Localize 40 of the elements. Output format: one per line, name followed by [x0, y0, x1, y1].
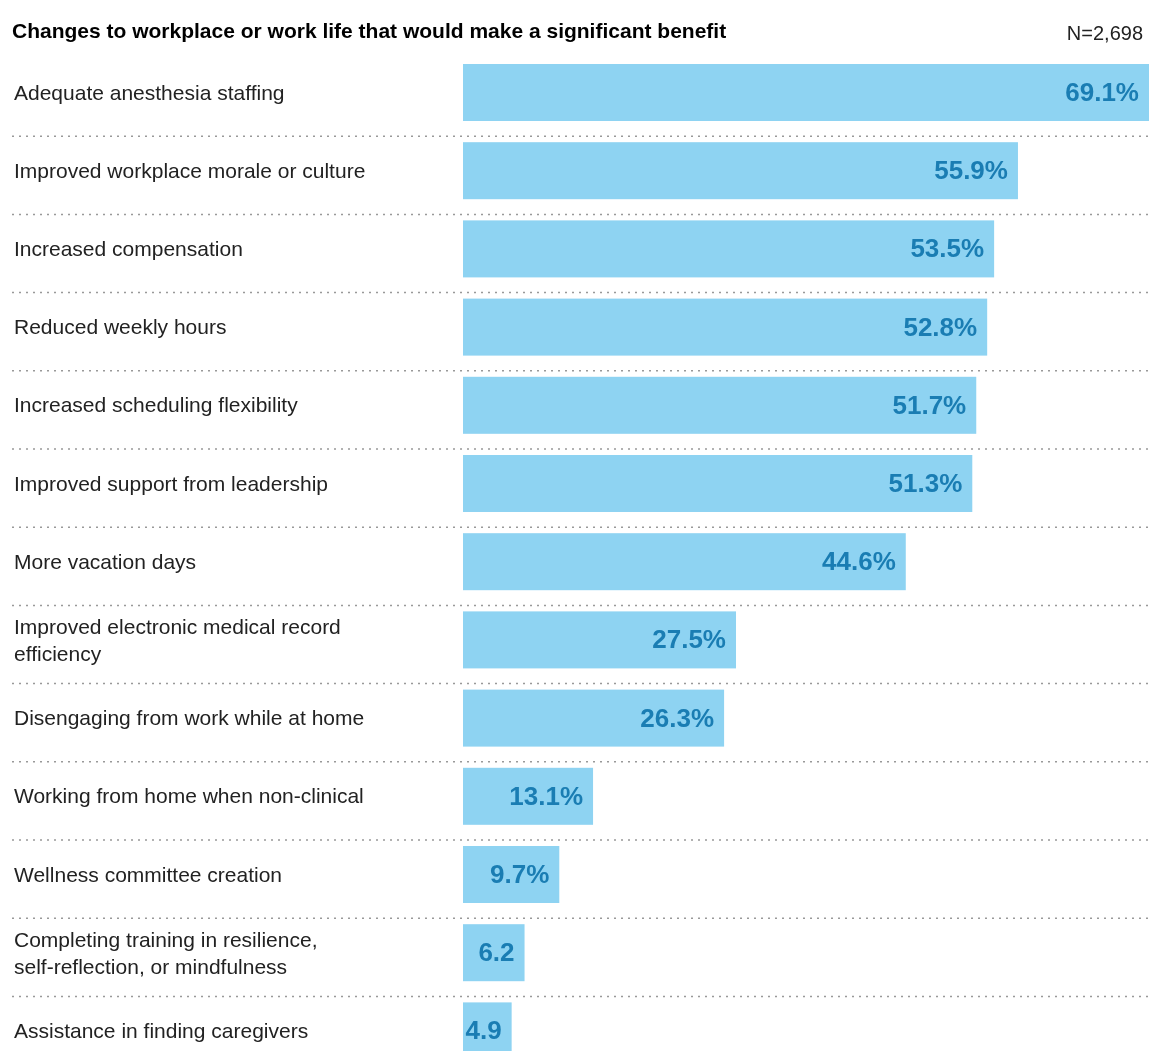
y-tick-label: More vacation days [14, 549, 197, 573]
bar [463, 298, 988, 356]
data-label: 69.1% [1065, 77, 1139, 107]
data-label: 6.2 [478, 937, 515, 968]
bar [463, 924, 525, 982]
data-label: 26.3% [640, 702, 715, 733]
bar [463, 220, 995, 278]
bar [463, 689, 725, 747]
y-tick-label: Increased compensation [14, 236, 243, 260]
data-label: 52.8% [903, 311, 978, 342]
bar [463, 533, 906, 591]
bar [463, 455, 973, 512]
y-tick-label: Wellness committee creation [14, 862, 283, 886]
data-label: 13.1% [509, 780, 584, 811]
y-tick-label: Improved workplace morale or culture [14, 158, 366, 182]
text: N=2,698 [1066, 22, 1143, 44]
y-tick-label: Assistance in finding caregivers [14, 1018, 309, 1042]
y-tick-label: Increased scheduling flexibility [14, 393, 299, 417]
chart-title: Changes to workplace or work life that would make a significant benefit [12, 19, 727, 42]
bar [463, 142, 1018, 200]
data-label: 51.7% [892, 389, 967, 420]
y-tick-label: Adequate anesthesia staffing [14, 80, 285, 104]
y-tick-label: Improved electronic medical record efficiency [14, 614, 341, 665]
data-label: 55.9% [934, 155, 1008, 186]
bar [463, 376, 977, 434]
bar [463, 767, 594, 825]
y-tick-label: Reduced weekly hours [14, 315, 227, 339]
data-label: 27.5% [652, 624, 727, 655]
data-label: 4.9 [465, 1015, 502, 1046]
data-label: 44.6% [822, 546, 896, 577]
y-tick-label: Disengaging from work while at home [14, 706, 365, 730]
data-label: 53.5% [910, 233, 985, 264]
y-tick-label: Completing training in resilience, self-reflection, or mindfulness [14, 927, 318, 978]
y-tick-label: Improved support from leadership [14, 471, 328, 495]
data-label: 51.3% [888, 468, 963, 498]
bar [463, 611, 737, 669]
y-tick-label: Working from home when non-clinical [14, 784, 364, 808]
bar [463, 64, 1149, 121]
bar [463, 846, 560, 903]
data-label: 9.7% [490, 859, 550, 889]
